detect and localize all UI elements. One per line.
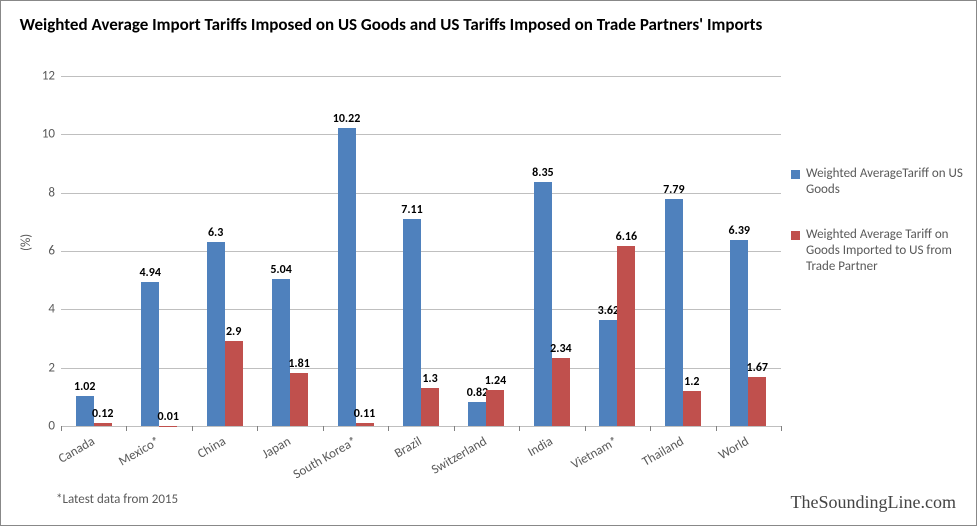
y-tick-label: 0	[48, 419, 55, 434]
x-tick	[781, 426, 782, 431]
value-label: 2.9	[226, 325, 241, 339]
bar	[403, 219, 421, 426]
value-label: 0.12	[92, 407, 113, 421]
value-label: 1.24	[485, 374, 506, 388]
value-label: 3.62	[598, 304, 619, 318]
bar	[141, 282, 159, 426]
x-axis-label: Vietnam*	[569, 434, 621, 473]
bar	[356, 423, 374, 426]
gridline	[61, 426, 781, 427]
value-label: 0.82	[467, 386, 488, 400]
value-label: 7.11	[401, 203, 422, 217]
y-tick-label: 8	[48, 185, 55, 200]
bar	[290, 373, 308, 426]
x-axis-label: Thailand	[640, 434, 687, 470]
bar	[617, 246, 635, 426]
bar	[225, 341, 243, 426]
x-tick	[61, 426, 62, 431]
bar	[468, 402, 486, 426]
bar	[486, 390, 504, 426]
bar	[207, 242, 225, 426]
x-tick	[126, 426, 127, 431]
value-label: 2.34	[550, 342, 571, 356]
x-tick	[257, 426, 258, 431]
bar	[599, 320, 617, 426]
legend-label-2: Weighted Average Tariff on Goods Importe…	[806, 227, 966, 276]
gridline	[61, 134, 781, 135]
bar	[552, 358, 570, 426]
x-axis-label: Brazil	[392, 434, 424, 461]
x-tick	[716, 426, 717, 431]
x-axis-label: Canada	[56, 434, 98, 467]
bar	[272, 279, 290, 426]
plot-area: 0246810121.020.12Canada4.940.01Mexico*6.…	[61, 76, 781, 426]
bar	[338, 128, 356, 426]
value-label: 6.39	[729, 224, 750, 238]
y-axis-label: (%)	[19, 234, 34, 251]
y-tick-label: 12	[42, 69, 55, 84]
bar	[534, 182, 552, 426]
x-axis-label: Switzerland	[429, 434, 490, 478]
value-label: 5.04	[270, 263, 291, 277]
x-axis-label: Japan	[260, 434, 294, 462]
legend-item-series1: Weighted AverageTariff on US Goods	[791, 166, 966, 199]
legend-swatch-2	[791, 231, 800, 240]
x-axis-label: China	[195, 434, 228, 462]
x-tick	[323, 426, 324, 431]
x-axis-label: World	[716, 434, 751, 463]
x-axis-label: South Korea*	[290, 434, 359, 482]
footnote: *Latest data from 2015	[56, 492, 178, 507]
y-tick-label: 10	[42, 127, 55, 142]
x-tick	[519, 426, 520, 431]
bar	[421, 388, 439, 426]
x-tick	[192, 426, 193, 431]
bar	[683, 391, 701, 426]
value-label: 10.22	[333, 112, 361, 126]
value-label: 1.2	[684, 375, 699, 389]
bar	[665, 199, 683, 426]
y-tick-label: 4	[48, 302, 55, 317]
x-axis-label: India	[525, 434, 555, 460]
x-tick	[388, 426, 389, 431]
value-label: 6.3	[208, 226, 223, 240]
gridline	[61, 76, 781, 77]
x-axis-label: Mexico*	[116, 434, 162, 469]
value-label: 1.81	[288, 357, 309, 371]
x-tick	[650, 426, 651, 431]
chart-container: Weighted Average Import Tariffs Imposed …	[0, 0, 977, 526]
x-tick	[585, 426, 586, 431]
bar	[94, 423, 112, 427]
legend-swatch-1	[791, 170, 800, 179]
value-label: 6.16	[616, 230, 637, 244]
legend-label-1: Weighted AverageTariff on US Goods	[806, 166, 966, 199]
value-label: 1.3	[422, 372, 437, 386]
value-label: 4.94	[139, 266, 160, 280]
x-tick	[454, 426, 455, 431]
value-label: 8.35	[532, 166, 553, 180]
value-label: 0.01	[157, 410, 178, 424]
bar	[748, 377, 766, 426]
value-label: 0.11	[354, 407, 375, 421]
chart-title: Weighted Average Import Tariffs Imposed …	[1, 15, 781, 35]
value-label: 1.67	[747, 361, 768, 375]
legend-item-series2: Weighted Average Tariff on Goods Importe…	[791, 227, 966, 276]
legend: Weighted AverageTariff on US Goods Weigh…	[791, 166, 966, 303]
y-tick-label: 6	[48, 244, 55, 259]
value-label: 1.02	[74, 380, 95, 394]
bar	[730, 240, 748, 426]
value-label: 7.79	[663, 183, 684, 197]
attribution: TheSoundingLine.com	[791, 492, 956, 513]
y-tick-label: 2	[48, 360, 55, 375]
